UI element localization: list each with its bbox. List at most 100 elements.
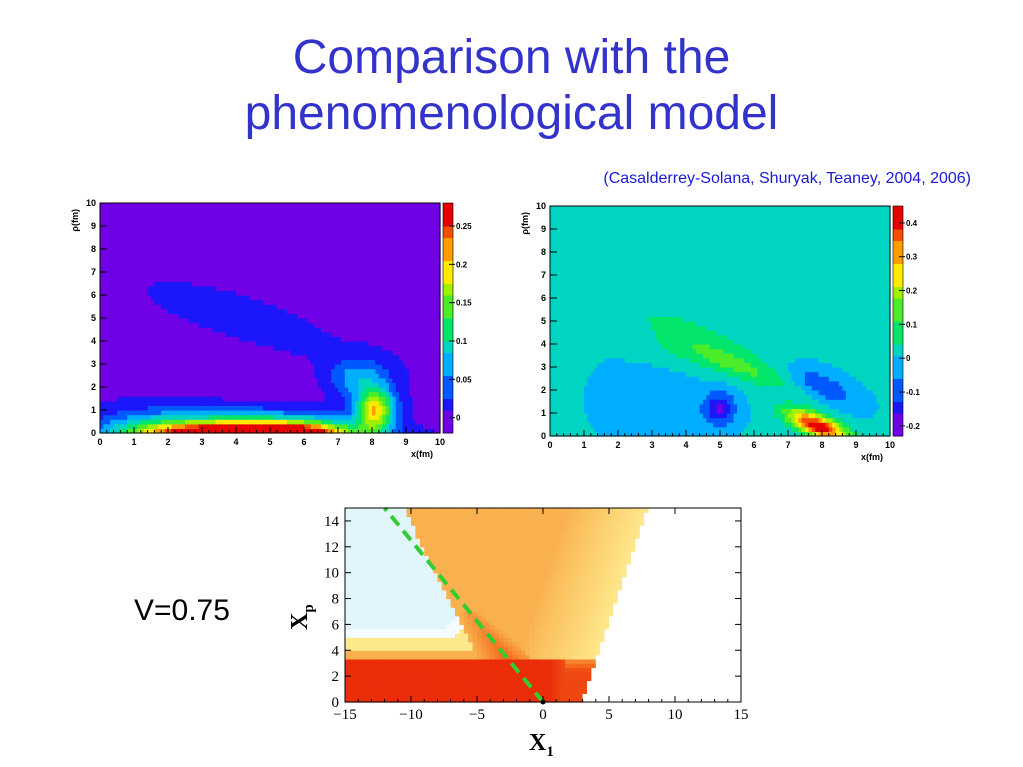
left-heatmap-cell xyxy=(157,345,162,351)
left-heatmap-cell xyxy=(358,304,363,310)
left-heatmap-cell xyxy=(110,258,115,264)
left-heatmap-cell xyxy=(168,230,172,236)
left-heatmap-cell xyxy=(273,382,278,388)
left-heatmap-cell xyxy=(334,253,339,259)
left-heatmap-cell xyxy=(331,341,336,347)
left-heatmap-cell xyxy=(331,368,336,374)
left-heatmap-cell xyxy=(110,239,115,245)
left-heatmap-cell xyxy=(225,221,230,227)
left-heatmap-cell xyxy=(205,258,210,264)
left-heatmap-cell xyxy=(389,382,393,388)
left-heatmap-cell xyxy=(259,359,264,365)
left-heatmap-cell xyxy=(334,299,339,305)
left-heatmap-cell xyxy=(239,267,244,273)
left-heatmap-cell xyxy=(429,373,434,379)
left-heatmap-cell xyxy=(399,405,404,411)
left-heatmap-cell xyxy=(236,377,240,383)
left-heatmap-cell xyxy=(117,382,121,388)
left-heatmap-cell xyxy=(242,235,247,241)
left-heatmap-cell xyxy=(191,203,196,209)
left-heatmap-cell xyxy=(419,410,424,416)
left-heatmap-cell xyxy=(123,327,128,333)
left-heatmap-cell xyxy=(232,207,237,213)
left-heatmap-cell xyxy=(157,419,162,425)
left-heatmap-cell xyxy=(232,249,237,255)
left-heatmap-cell xyxy=(300,308,305,314)
left-heatmap-cell xyxy=(341,423,346,429)
left-heatmap-cell xyxy=(317,364,322,370)
left-heatmap-cell xyxy=(270,377,274,383)
left-heatmap-cell xyxy=(123,391,128,397)
left-heatmap-cell xyxy=(123,216,128,222)
left-heatmap-cell xyxy=(334,414,339,420)
left-heatmap-cell xyxy=(134,391,138,397)
left-heatmap-cell xyxy=(246,318,251,324)
left-heatmap-cell xyxy=(310,387,315,393)
left-heatmap-cell xyxy=(409,377,414,383)
left-heatmap-cell xyxy=(100,207,104,213)
left-heatmap-cell xyxy=(110,230,115,236)
left-heatmap-cell xyxy=(157,391,162,397)
left-heatmap-cell xyxy=(222,345,227,351)
left-heatmap-cell xyxy=(212,285,217,291)
left-heatmap-cell xyxy=(392,253,397,259)
left-heatmap-cell xyxy=(395,405,400,411)
left-heatmap-cell xyxy=(341,377,346,383)
left-heatmap-cell xyxy=(144,331,149,337)
left-heatmap-cell xyxy=(140,414,145,420)
left-heatmap-cell xyxy=(239,327,244,333)
left-heatmap-cell xyxy=(307,299,312,305)
left-heatmap-cell xyxy=(202,285,206,291)
left-heatmap-cell xyxy=(392,373,397,379)
left-heatmap-cell xyxy=(276,373,281,379)
left-heatmap-cell xyxy=(191,235,196,241)
left-heatmap-cell xyxy=(100,318,104,324)
left-heatmap-cell xyxy=(297,207,302,213)
left-heatmap-cell xyxy=(327,331,332,337)
left-heatmap-cell xyxy=(348,391,353,397)
left-heatmap-cell xyxy=(314,368,319,374)
left-heatmap-cell xyxy=(372,226,376,232)
left-heatmap-cell xyxy=(419,391,424,397)
left-heatmap-cell xyxy=(259,235,264,241)
left-heatmap-cell xyxy=(310,290,315,296)
left-heatmap-cell xyxy=(174,350,179,356)
left-heatmap-cell xyxy=(256,414,261,420)
left-heatmap-cell xyxy=(188,345,193,351)
left-heatmap-cell xyxy=(202,308,206,314)
left-heatmap-cell xyxy=(212,230,217,236)
left-heatmap-cell xyxy=(402,331,407,337)
left-heatmap-cell xyxy=(134,322,138,328)
left-heatmap-cell xyxy=(222,391,227,397)
left-heatmap-cell xyxy=(154,244,159,250)
left-heatmap-cell xyxy=(168,387,172,393)
left-heatmap-cell xyxy=(368,216,373,222)
left-heatmap-cell xyxy=(154,216,159,222)
left-heatmap-cell xyxy=(406,258,410,264)
left-heatmap-cell xyxy=(117,272,121,278)
left-heatmap-cell xyxy=(174,244,179,250)
left-heatmap-cell xyxy=(409,410,414,416)
left-heatmap-cell xyxy=(144,336,149,342)
left-heatmap-cell xyxy=(164,414,169,420)
left-heatmap-cell xyxy=(355,341,359,347)
left-heatmap-cell xyxy=(406,387,410,393)
left-heatmap-cell xyxy=(253,359,257,365)
left-heatmap-cell xyxy=(222,364,227,370)
left-heatmap-cell xyxy=(385,276,390,282)
left-heatmap-cell xyxy=(188,239,193,245)
left-heatmap-cell xyxy=(385,322,390,328)
left-heatmap-cell xyxy=(327,295,332,301)
left-heatmap-cell xyxy=(358,396,363,402)
left-heatmap-cell xyxy=(151,313,155,319)
left-heatmap-cell xyxy=(378,207,383,213)
left-heatmap-cell xyxy=(266,322,271,328)
left-heatmap-cell xyxy=(409,318,414,324)
left-heatmap-cell xyxy=(198,295,203,301)
left-heatmap-cell xyxy=(157,313,162,319)
left-heatmap-cell xyxy=(314,290,319,296)
left-heatmap-cell xyxy=(304,377,308,383)
left-heatmap-cell xyxy=(334,428,339,434)
left-heatmap-cell xyxy=(385,368,390,374)
left-heatmap-cell xyxy=(310,391,315,397)
